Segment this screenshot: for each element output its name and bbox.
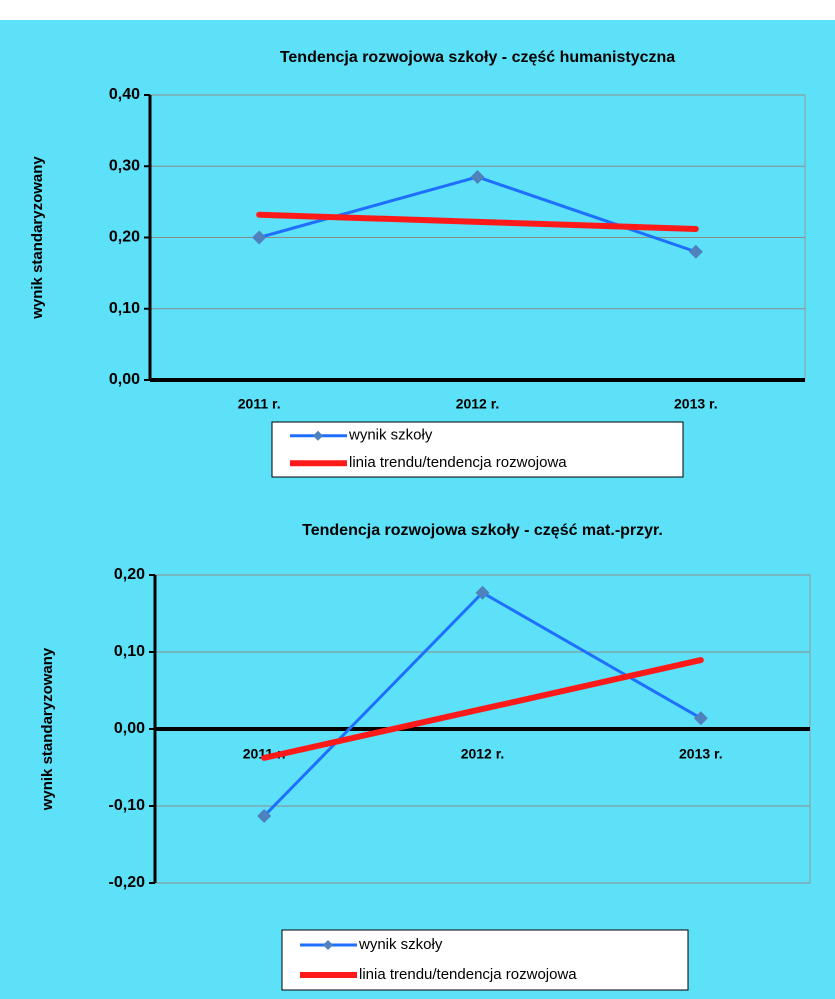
background — [0, 20, 835, 999]
y-tick-label: 0,00 — [109, 371, 140, 388]
series-line — [256, 211, 699, 232]
x-tick-label: 2013 r. — [674, 396, 718, 412]
x-tick-label: 2012 r. — [461, 746, 505, 762]
legend-label: wynik szkoły — [358, 936, 443, 953]
legend-marker — [323, 940, 333, 950]
x-tick-label: 2012 r. — [456, 396, 500, 412]
y-tick-label: 0,20 — [114, 566, 145, 583]
x-tick-label: 2011 r. — [238, 396, 281, 412]
y-tick-label: 0,20 — [109, 229, 140, 246]
x-tick-label: 2013 r. — [679, 746, 723, 762]
y-tick-label: 0,10 — [114, 643, 145, 660]
data-marker — [470, 169, 485, 184]
chart-title: Tendencja rozwojowa szkoły - część mat.-… — [302, 522, 663, 539]
chart-title: Tendencja rozwojowa szkoły - część human… — [280, 49, 675, 66]
data-marker — [693, 711, 708, 726]
data-marker — [252, 230, 267, 245]
legend — [271, 421, 684, 478]
y-tick-label: -0,20 — [109, 874, 146, 891]
y-tick-label: 0,30 — [109, 157, 140, 174]
legend — [281, 929, 689, 991]
series-line — [261, 657, 704, 761]
y-tick-label: 0,40 — [109, 86, 140, 103]
legend-label: linia trendu/tendencja rozwojowa — [359, 966, 577, 983]
y-axis-label: wynik standaryzowany — [39, 647, 56, 811]
data-marker — [688, 244, 703, 259]
y-tick-label: 0,00 — [114, 720, 145, 737]
y-tick-label: -0,10 — [109, 797, 146, 814]
data-marker — [475, 585, 490, 600]
data-marker — [257, 809, 272, 824]
legend-label: wynik szkoły — [348, 427, 433, 444]
y-tick-label: 0,10 — [109, 300, 140, 317]
y-axis-label: wynik standaryzowany — [29, 156, 46, 320]
legend-marker — [313, 430, 323, 441]
legend-label: linia trendu/tendencja rozwojowa — [349, 454, 567, 471]
